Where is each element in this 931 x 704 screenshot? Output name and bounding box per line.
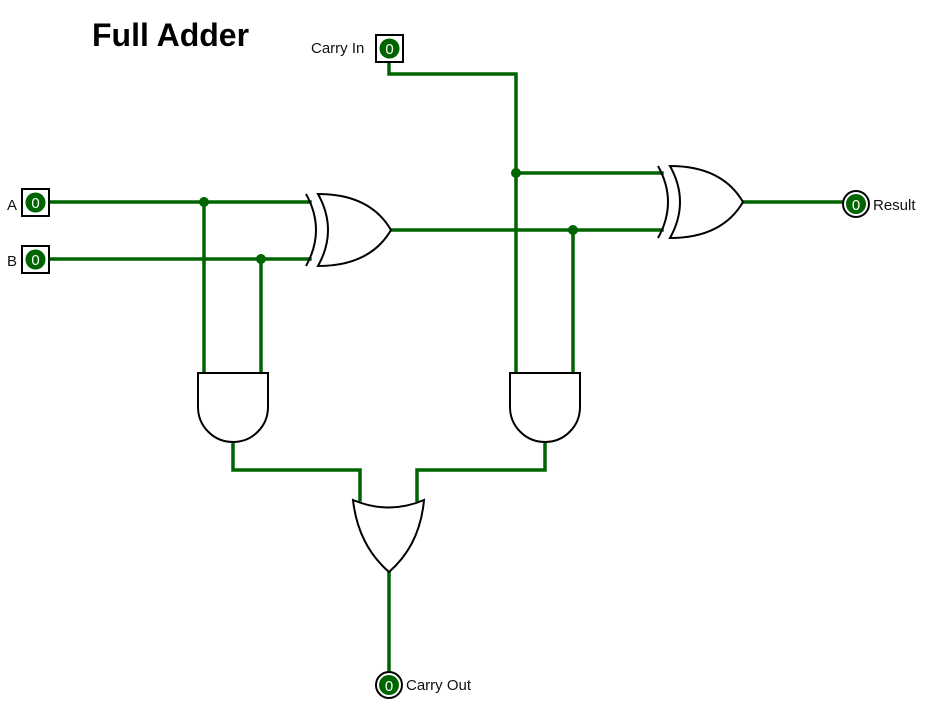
carry-out-value: 0 bbox=[385, 678, 393, 695]
input-a-value: 0 bbox=[31, 195, 39, 212]
pin-led-icon bbox=[379, 675, 399, 695]
and-gate-1[interactable] bbox=[197, 372, 269, 443]
junction-a bbox=[199, 197, 209, 207]
pin-led-icon bbox=[846, 194, 866, 214]
pin-led-icon bbox=[379, 38, 400, 59]
wire-and1-out bbox=[231, 440, 362, 502]
and-gate-2[interactable] bbox=[509, 372, 581, 443]
input-pin-b[interactable]: 0 bbox=[21, 245, 50, 274]
output-pin-result: 0 bbox=[842, 190, 870, 218]
pin-led-icon bbox=[25, 192, 46, 213]
junction-xor1 bbox=[568, 225, 578, 235]
xor-gate-1[interactable] bbox=[305, 192, 393, 268]
junction-b bbox=[256, 254, 266, 264]
carry-in-value: 0 bbox=[385, 41, 393, 58]
pin-led-icon bbox=[25, 249, 46, 270]
page-title: Full Adder bbox=[92, 17, 250, 53]
input-b-label: B bbox=[7, 253, 18, 270]
result-value: 0 bbox=[852, 197, 860, 214]
junction-cin bbox=[511, 168, 521, 178]
input-pin-a[interactable]: 0 bbox=[21, 188, 50, 217]
input-pin-carry-in[interactable]: 0 bbox=[375, 34, 404, 63]
input-a-label: A bbox=[7, 197, 18, 214]
xor-gate-2[interactable] bbox=[657, 164, 745, 240]
wire-carry-in bbox=[387, 60, 518, 375]
wire-and2-out bbox=[415, 440, 547, 502]
output-pin-carry-out: 0 bbox=[375, 671, 403, 699]
or-gate[interactable] bbox=[351, 498, 426, 574]
junctions bbox=[199, 168, 578, 264]
carry-in-label: Carry In bbox=[311, 40, 365, 57]
carry-out-label: Carry Out bbox=[406, 677, 472, 694]
result-label: Result bbox=[873, 197, 916, 214]
input-b-value: 0 bbox=[31, 252, 39, 269]
wires bbox=[47, 60, 845, 674]
